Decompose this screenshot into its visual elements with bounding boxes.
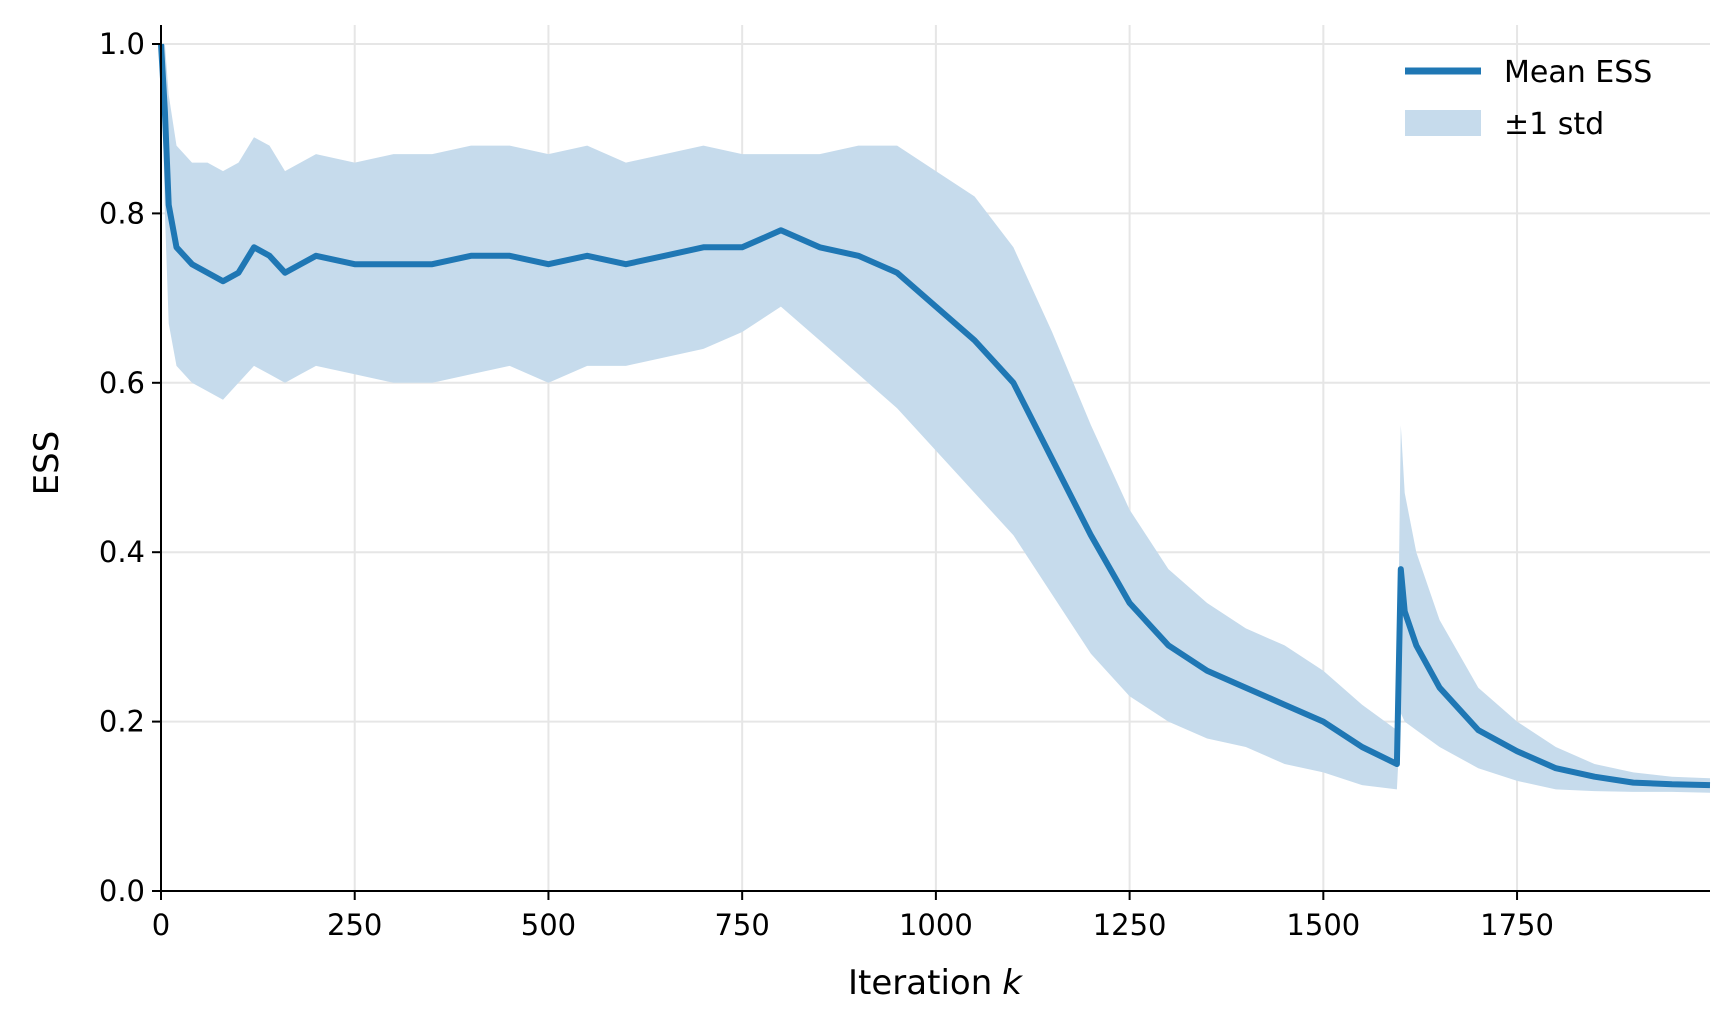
y-axis-label: ESS (27, 431, 67, 496)
y-tick-label: 0.4 (99, 535, 145, 569)
x-tick-label: 750 (714, 908, 769, 942)
legend: Mean ESS ±1 std (1405, 55, 1652, 142)
x-tick-label: 1000 (899, 908, 973, 942)
std-band (161, 44, 1710, 793)
x-tick-label: 1750 (1480, 908, 1554, 942)
y-tick-label: 0.0 (99, 874, 145, 908)
x-axis-label-var: k (1002, 963, 1023, 1003)
x-tick-label: 250 (327, 908, 382, 942)
y-tick-label: 0.8 (99, 196, 145, 230)
y-tick-label: 0.6 (99, 366, 145, 400)
legend-band-swatch (1405, 110, 1481, 136)
legend-label-mean: Mean ESS (1504, 55, 1652, 90)
x-tick-label: 1250 (1093, 908, 1167, 942)
std-band-layer (161, 44, 1710, 793)
x-tick-label: 500 (521, 908, 576, 942)
legend-label-std: ±1 std (1504, 107, 1604, 142)
y-tick-label: 0.2 (99, 705, 145, 739)
mean-line-layer (158, 43, 1711, 789)
y-ticks: 0.0 0.2 0.4 0.6 0.8 1.0 (99, 27, 161, 908)
mean-ess-line (158, 43, 1711, 789)
x-ticks: 0 250 500 750 1000 1250 1500 1750 (152, 891, 1554, 942)
x-tick-label: 1500 (1286, 908, 1360, 942)
y-tick-label: 1.0 (99, 27, 145, 61)
x-axis-label: Iteration k (848, 963, 1023, 1003)
x-tick-label: 0 (152, 908, 170, 942)
x-axis-label-text: Iteration (848, 963, 992, 1003)
